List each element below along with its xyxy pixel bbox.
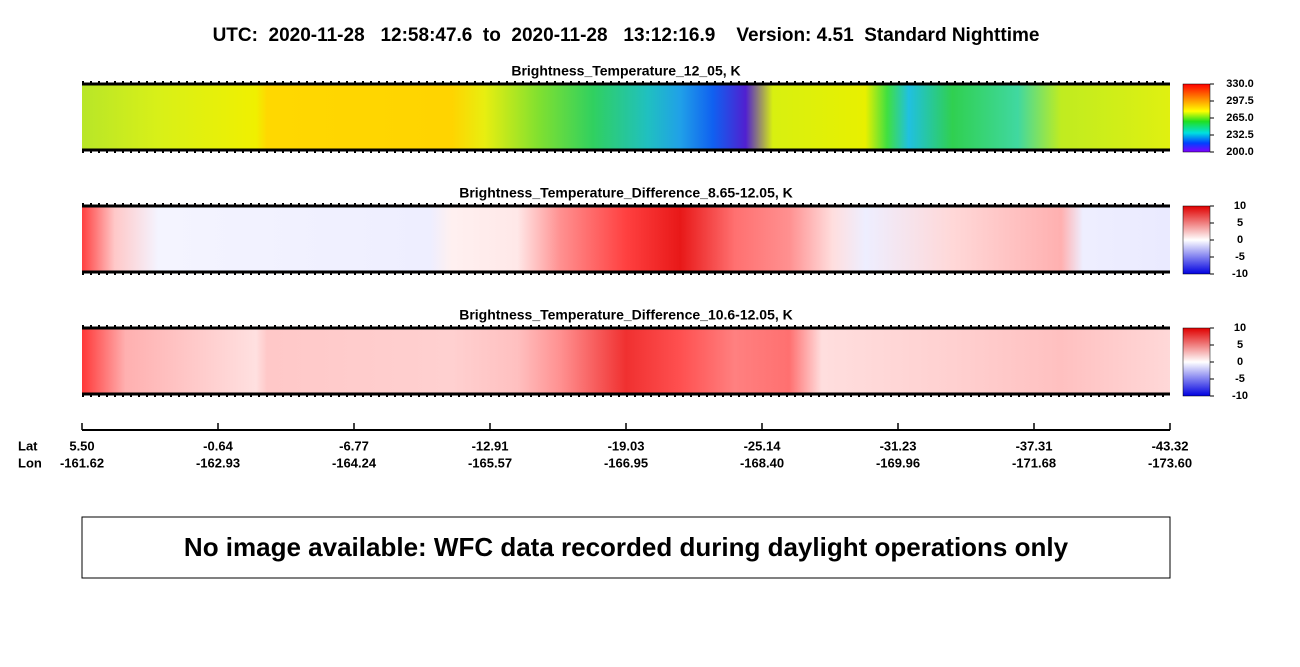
panel-title: Brightness_Temperature_Difference_10.6-1… <box>459 307 793 323</box>
lon-tick-label: -173.60 <box>1148 455 1192 470</box>
lat-tick-label: -19.03 <box>608 438 645 453</box>
image-strip <box>82 328 1170 394</box>
colorbar-label: 330.0 <box>1226 78 1254 90</box>
lat-tick-label: -0.64 <box>203 438 233 453</box>
lat-tick-label: -31.23 <box>880 438 917 453</box>
colorbar-label: -5 <box>1235 373 1245 385</box>
panel: Brightness_Temperature_12_05, K 330.0 297.… <box>82 63 1254 158</box>
panel: Brightness_Temperature_Difference_8.65-1… <box>82 185 1248 280</box>
colorbar-label: 297.5 <box>1226 95 1254 107</box>
colorbar-label: 5 <box>1237 339 1243 351</box>
colorbar-label: -10 <box>1232 390 1248 402</box>
lat-tick-label: 5.50 <box>69 438 94 453</box>
panel-title: Brightness_Temperature_12_05, K <box>511 63 740 79</box>
panels: Brightness_Temperature_12_05, K 330.0 297.… <box>82 63 1254 402</box>
lat-tick-label: -6.77 <box>339 438 369 453</box>
panel-title: Brightness_Temperature_Difference_8.65-1… <box>459 185 793 201</box>
lat-tick-label: -43.32 <box>1152 438 1189 453</box>
colorbar-label: 5 <box>1237 217 1243 229</box>
lat-tick-label: -12.91 <box>472 438 509 453</box>
lon-tick-label: -168.40 <box>740 455 784 470</box>
track-ticks: 5.50 -161.62 -0.64 -162.93 -6.77 -164.24 -12.9… <box>60 423 1192 470</box>
lon-tick-label: -165.57 <box>468 455 512 470</box>
image-strip <box>82 206 1170 272</box>
colorbar-label: 0 <box>1237 356 1243 368</box>
lon-tick-label: -166.95 <box>604 455 648 470</box>
colorbar-label: 10 <box>1234 200 1246 212</box>
colorbar-label: 200.0 <box>1226 146 1254 158</box>
lat-tick-label: -25.14 <box>744 438 782 453</box>
page-title: UTC: 2020-11-28 12:58:47.6 to 2020-11-28… <box>213 25 1040 46</box>
colorbar <box>1182 205 1211 275</box>
lat-label: Lat <box>18 438 38 453</box>
lon-tick-label: -161.62 <box>60 455 104 470</box>
colorbar-label: 10 <box>1234 322 1246 334</box>
notice: No image available: WFC data recorded du… <box>184 532 1069 562</box>
lon-tick-label: -171.68 <box>1012 455 1056 470</box>
colorbar-label: 265.0 <box>1226 112 1254 124</box>
colorbar <box>1182 83 1211 153</box>
lon-tick-label: -164.24 <box>332 455 377 470</box>
colorbar-label: -5 <box>1235 251 1245 263</box>
image-strip <box>82 84 1170 150</box>
lat-tick-label: -37.31 <box>1016 438 1053 453</box>
colorbar-label: 232.5 <box>1226 129 1254 141</box>
notice-box <box>81 516 1171 579</box>
colorbar-label: -10 <box>1232 268 1248 280</box>
lon-tick-label: -169.96 <box>876 455 920 470</box>
colorbar <box>1182 327 1211 397</box>
panel: Brightness_Temperature_Difference_10.6-1… <box>82 307 1248 402</box>
lon-label: Lon <box>18 455 42 470</box>
lon-tick-label: -162.93 <box>196 455 240 470</box>
colorbar-label: 0 <box>1237 234 1243 246</box>
